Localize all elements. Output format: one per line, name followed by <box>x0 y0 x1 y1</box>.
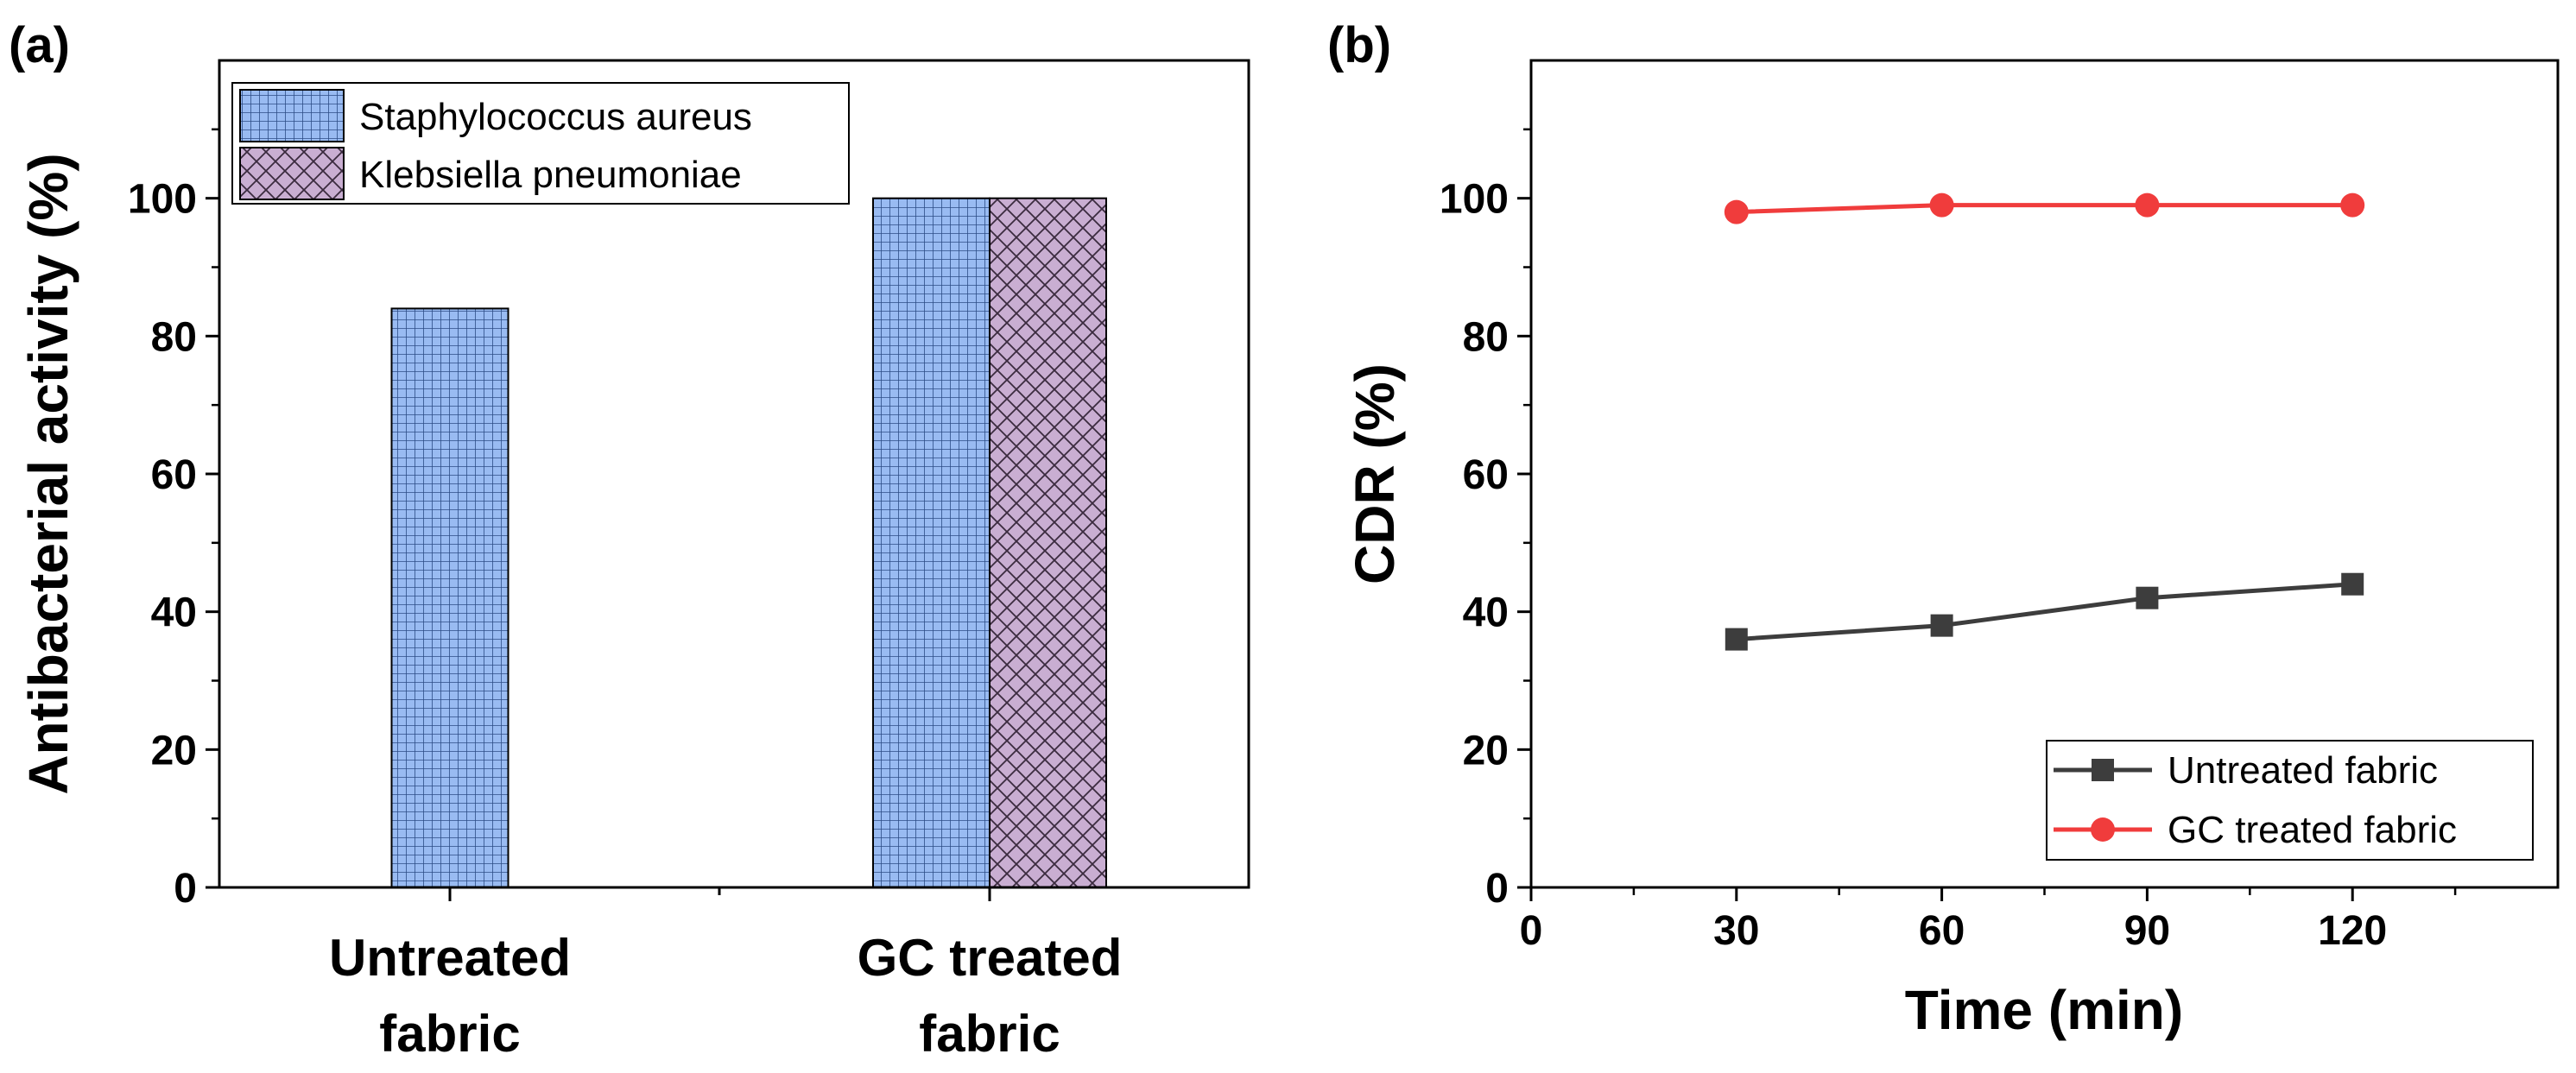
legend-label-staphylococcus: Staphylococcus aureus <box>359 96 752 138</box>
legend-marker-gc-treated <box>2091 817 2115 842</box>
y-axis-title-b: CDR (%) <box>1344 363 1406 584</box>
bar-group <box>390 197 1107 888</box>
category-label-untreated-line1: Untreated <box>329 929 571 987</box>
bar-klebsiella-gc-treated <box>989 197 1107 888</box>
panel-b-letter: (b) <box>1327 17 1391 73</box>
data-point-untreated <box>2341 572 2364 596</box>
y-tick-label-b: 80 <box>1463 314 1509 360</box>
category-label-gc-treated-line1: GC treated <box>858 929 1123 987</box>
bar-chart-panel: (a) 0 20 40 60 80 100 Antibacterial activity … <box>9 17 1250 1063</box>
y-tick-label-b: 20 <box>1463 728 1509 773</box>
panel-a-letter: (a) <box>9 17 70 73</box>
y-tick-label-b: 40 <box>1463 590 1509 636</box>
legend-label-gc-treated-fabric: GC treated fabric <box>2168 809 2457 851</box>
legend-label-klebsiella: Klebsiella pneumoniae <box>359 154 742 196</box>
x-tick-label-b: 90 <box>2124 908 2170 954</box>
legend-a: Staphylococcus aureus Klebsiella pneumon… <box>231 82 850 205</box>
data-point-untreated <box>1930 614 1953 637</box>
y-tick-label-a: 80 <box>151 314 197 360</box>
legend-label-untreated-fabric: Untreated fabric <box>2168 749 2438 792</box>
y-tick-label-a: 40 <box>151 590 197 636</box>
legend-swatch-klebsiella <box>239 147 345 200</box>
data-point-gc-treated <box>2135 193 2160 218</box>
series-line-untreated <box>1736 582 2353 642</box>
data-point-gc-treated <box>1929 193 1954 218</box>
y-tick-label-a: 0 <box>174 866 197 912</box>
x-axis-title-b: Time (min) <box>1905 979 2183 1041</box>
data-point-untreated <box>1725 628 1748 651</box>
legend-marker-untreated <box>2092 759 2114 781</box>
y-tick-label-a: 100 <box>128 177 197 223</box>
axes-b: 0 20 40 60 80 100 0 30 60 90 120 <box>1440 128 2457 954</box>
category-label-untreated-line2: fabric <box>379 1005 520 1063</box>
data-point-gc-treated <box>1724 199 1749 224</box>
line-chart-panel: (b) 0 20 40 60 80 100 0 30 60 90 120 CDR (%) Time … <box>1327 17 2560 1041</box>
legend-frame-b <box>2046 740 2534 861</box>
series-group <box>1724 193 2365 651</box>
category-label-gc-treated-line2: fabric <box>919 1005 1060 1063</box>
data-point-gc-treated <box>2340 193 2365 218</box>
axes-a: 0 20 40 60 80 100 <box>128 128 991 912</box>
legend-swatch-staphylococcus <box>239 89 345 142</box>
x-tick-label-b: 60 <box>1919 908 1965 954</box>
x-tick-label-b: 0 <box>1520 908 1543 954</box>
y-tick-label-b: 0 <box>1485 866 1509 912</box>
bar-staphylococcus-gc-treated <box>872 197 991 888</box>
x-tick-label-b: 30 <box>1713 908 1759 954</box>
legend-b: Untreated fabric GC treated fabric <box>2046 740 2534 861</box>
x-category-labels-a: Untreated fabric GC treated fabric <box>329 929 1122 1063</box>
y-tick-label-a: 20 <box>151 728 197 773</box>
y-tick-label-a: 60 <box>151 452 197 498</box>
series-line-gc-treated <box>1736 203 2353 215</box>
y-tick-label-b: 100 <box>1440 177 1509 223</box>
y-axis-title-a: Antibacterial activity (%) <box>17 153 79 794</box>
x-tick-label-b: 120 <box>2318 908 2387 954</box>
y-tick-label-b: 60 <box>1463 452 1509 498</box>
bar-staphylococcus-untreated <box>390 307 510 888</box>
data-point-untreated <box>2136 586 2159 609</box>
